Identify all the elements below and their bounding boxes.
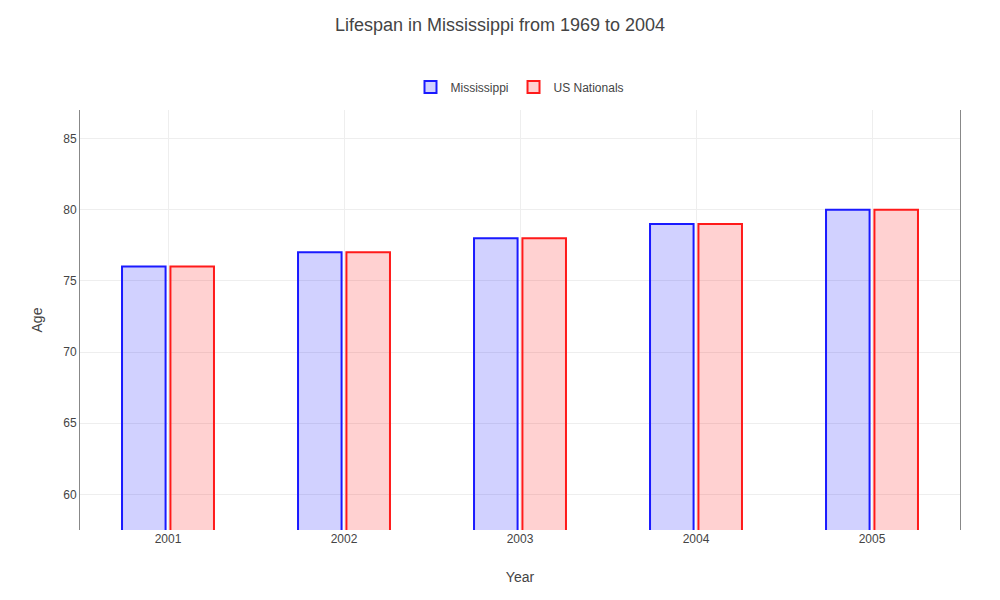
svg-text:Mississippi: Mississippi [451, 81, 509, 95]
svg-text:Year: Year [506, 569, 535, 585]
svg-text:2001: 2001 [155, 532, 182, 546]
svg-text:80: 80 [63, 203, 77, 217]
svg-text:70: 70 [63, 345, 77, 359]
svg-text:75: 75 [63, 274, 77, 288]
svg-text:Lifespan in Mississippi from 1: Lifespan in Mississippi from 1969 to 200… [335, 15, 665, 35]
svg-text:85: 85 [63, 132, 77, 146]
svg-text:US Nationals: US Nationals [554, 81, 624, 95]
svg-text:2002: 2002 [331, 532, 358, 546]
svg-text:2003: 2003 [507, 532, 534, 546]
svg-text:Age: Age [29, 307, 45, 332]
svg-text:2005: 2005 [859, 532, 886, 546]
svg-text:60: 60 [63, 488, 77, 502]
svg-text:65: 65 [63, 416, 77, 430]
svg-text:2004: 2004 [683, 532, 710, 546]
